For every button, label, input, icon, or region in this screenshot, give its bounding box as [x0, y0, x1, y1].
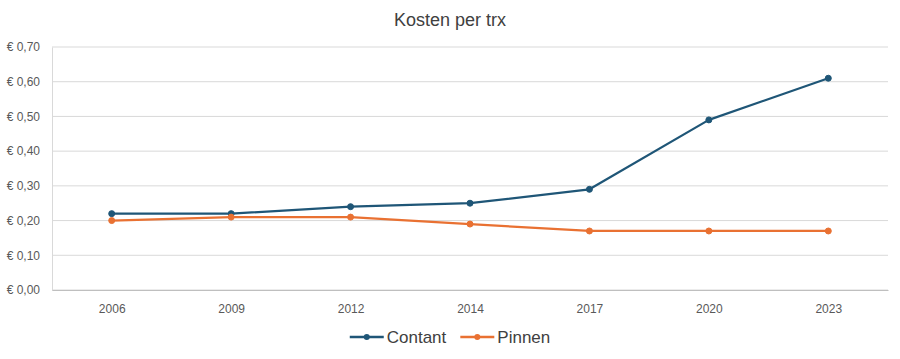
- x-tick-label: 2012: [338, 302, 365, 316]
- y-tick-label: € 0,00: [7, 283, 41, 297]
- series-marker: [825, 75, 831, 81]
- legend-marker: [474, 334, 480, 340]
- series-marker: [109, 211, 115, 217]
- series-marker: [228, 214, 234, 220]
- legend-item: Pinnen: [460, 328, 550, 347]
- legend-item: Contant: [350, 328, 447, 347]
- series-marker: [825, 228, 831, 234]
- y-axis-line: [52, 48, 53, 291]
- series-marker: [348, 214, 354, 220]
- chart-svg: € 0,00 € 0,10 € 0,20 € 0,30 € 0,40 € 0,50 € 0,…: [0, 0, 900, 359]
- x-tick-label: 2014: [457, 302, 484, 316]
- y-tick: € 0,50: [7, 110, 52, 124]
- x-tick-label: 2020: [696, 302, 723, 316]
- grid-line: [52, 255, 888, 256]
- legend-label: Pinnen: [497, 328, 550, 347]
- legend-marker: [364, 334, 370, 340]
- series-marker: [348, 204, 354, 210]
- chart-title: Kosten per trx: [394, 10, 506, 30]
- x-tick-label: 2023: [815, 302, 842, 316]
- grid: [52, 47, 888, 290]
- y-tick-label: € 0,40: [7, 144, 41, 158]
- y-tick: € 0,30: [7, 179, 52, 193]
- y-tick: € 0,60: [7, 75, 52, 89]
- x-tick: 2023: [815, 290, 842, 316]
- y-tick: € 0,70: [7, 40, 52, 54]
- x-tick-label: 2006: [99, 302, 126, 316]
- x-axis: 2006 2009 2012 2014 2017 2020 2023: [53, 290, 889, 316]
- y-tick-label: € 0,20: [7, 214, 41, 228]
- y-tick: € 0,00: [7, 283, 52, 297]
- series-group: [109, 75, 832, 234]
- y-tick-label: € 0,70: [7, 40, 41, 54]
- grid-line: [52, 185, 888, 186]
- series-marker: [706, 117, 712, 123]
- x-tick: 2020: [696, 290, 723, 316]
- grid-line: [52, 151, 888, 152]
- y-tick-label: € 0,30: [7, 179, 41, 193]
- y-axis: € 0,00 € 0,10 € 0,20 € 0,30 € 0,40 € 0,50 € 0,…: [7, 40, 53, 297]
- series-marker: [706, 228, 712, 234]
- series: [109, 214, 832, 234]
- grid-line: [52, 290, 888, 291]
- grid-line: [52, 47, 888, 48]
- x-tick: 2014: [457, 290, 484, 316]
- y-tick: € 0,40: [7, 144, 52, 158]
- plot-area: € 0,00 € 0,10 € 0,20 € 0,30 € 0,40 € 0,50 € 0,…: [7, 40, 889, 315]
- series-marker: [586, 228, 592, 234]
- y-tick-label: € 0,50: [7, 110, 41, 124]
- grid-line: [52, 116, 888, 117]
- y-tick: € 0,20: [7, 214, 52, 228]
- y-tick-label: € 0,10: [7, 249, 41, 263]
- legend: Contant Pinnen: [350, 328, 550, 347]
- y-tick-label: € 0,60: [7, 75, 41, 89]
- grid-line: [52, 81, 888, 82]
- chart-container: € 0,00 € 0,10 € 0,20 € 0,30 € 0,40 € 0,50 € 0,…: [0, 0, 900, 359]
- x-tick: 2006: [99, 290, 126, 316]
- series-line: [112, 217, 829, 231]
- series-line: [112, 78, 829, 213]
- series-marker: [586, 186, 592, 192]
- series-marker: [467, 200, 473, 206]
- x-tick: 2017: [577, 290, 604, 316]
- x-tick: 2012: [338, 290, 365, 316]
- x-tick: 2009: [218, 290, 245, 316]
- y-tick: € 0,10: [7, 249, 52, 263]
- legend-label: Contant: [387, 328, 447, 347]
- x-axis-line: [53, 290, 889, 291]
- series-marker: [109, 218, 115, 224]
- series-marker: [467, 221, 473, 227]
- x-tick-label: 2009: [218, 302, 245, 316]
- x-tick-label: 2017: [577, 302, 604, 316]
- series: [109, 75, 832, 216]
